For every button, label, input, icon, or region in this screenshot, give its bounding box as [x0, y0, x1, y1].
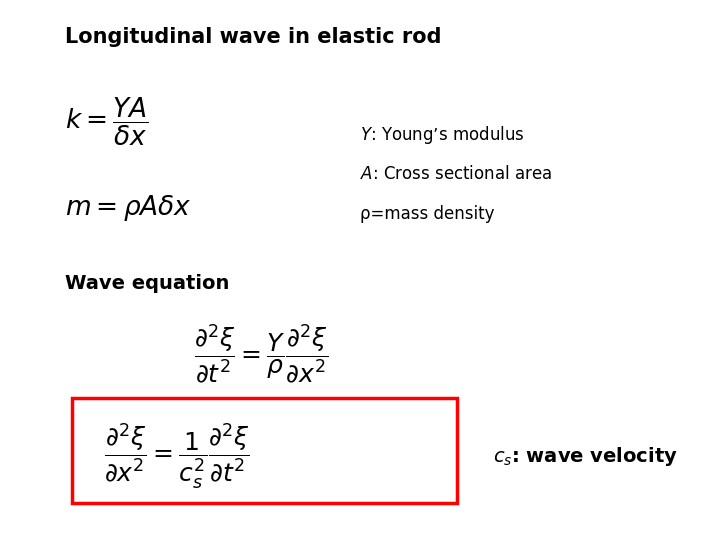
Bar [72, 398, 457, 503]
Text: $\dfrac{\partial^2 \xi}{\partial t^2} = \dfrac{Y}{\rho} \dfrac{\partial^2 \xi}{\: $\dfrac{\partial^2 \xi}{\partial t^2} = … [194, 322, 329, 385]
Text: Wave equation: Wave equation [65, 274, 229, 293]
Text: Longitudinal wave in elastic rod: Longitudinal wave in elastic rod [65, 27, 441, 47]
Text: $A$: Cross sectional area: $A$: Cross sectional area [360, 165, 552, 183]
Text: ρ=mass density: ρ=mass density [360, 205, 495, 223]
Text: $c_s$: wave velocity: $c_s$: wave velocity [493, 445, 678, 468]
Text: $Y$: Young’s modulus: $Y$: Young’s modulus [360, 124, 525, 146]
Text: $k = \dfrac{YA}{\delta x}$: $k = \dfrac{YA}{\delta x}$ [65, 96, 148, 147]
Text: $\dfrac{\partial^2 \xi}{\partial x^2} = \dfrac{1}{c_s^{2}} \dfrac{\partial^2 \xi: $\dfrac{\partial^2 \xi}{\partial x^2} = … [104, 422, 250, 491]
Text: $m = \rho A\delta x$: $m = \rho A\delta x$ [65, 193, 192, 223]
